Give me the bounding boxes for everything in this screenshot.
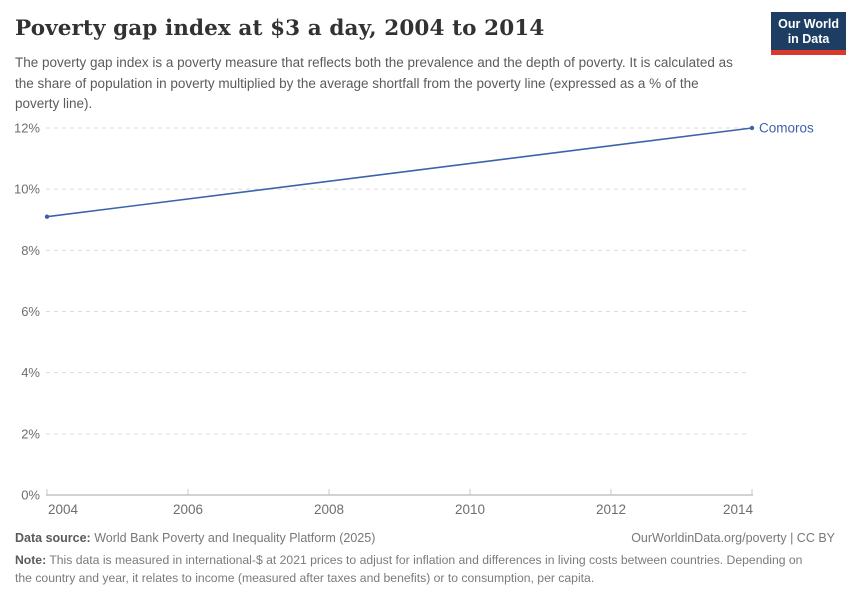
data-point [749,125,755,131]
owid-logo-line1: Our World [778,17,839,31]
license-link[interactable]: OurWorldinData.org/poverty | CC BY [631,531,835,545]
y-tick-label: 4% [21,365,40,380]
x-tick-label: 2008 [314,502,344,517]
note-text: This data is measured in international-$… [15,553,803,585]
y-tick-label: 12% [14,121,40,136]
data-source-text: World Bank Poverty and Inequality Platfo… [90,531,376,545]
y-tick-label: 6% [21,304,40,319]
note-label: Note: [15,553,47,567]
x-tick-label: 2012 [596,502,626,517]
series-label-comoros: Comoros [759,121,814,136]
chart-footer: Data source: World Bank Poverty and Ineq… [15,531,835,587]
line-chart: 0% 2% 4% 6% 8% 10% 12% 2004 2006 2008 2010 2012 2014… [0,115,850,525]
data-point [44,214,50,219]
line-chart-svg: 0% 2% 4% 6% 8% 10% 12% 2004 2006 2008 2010 2012 2014… [14,121,814,518]
x-tick-label: 2004 [48,502,79,517]
owid-logo-line2: in Data [787,32,830,46]
data-line-comoros [46,127,753,218]
y-tick-label: 10% [14,182,40,197]
y-tick-label: 2% [21,426,40,441]
data-source-line: Data source: World Bank Poverty and Ineq… [15,531,375,545]
y-tick-label: 0% [21,488,40,503]
owid-logo[interactable]: Our World in Data [771,12,846,55]
chart-subtitle: The poverty gap index is a poverty measu… [15,55,733,112]
chart-note: Note: This data is measured in internati… [15,552,805,587]
chart-title: Poverty gap index at $3 a day, 2004 to 2… [15,16,545,41]
x-tick-label: 2010 [455,502,485,517]
x-tick-label: 2006 [173,502,203,517]
y-tick-label: 8% [21,243,40,258]
data-source-label: Data source: [15,531,91,545]
x-tick-label: 2014 [723,502,754,517]
